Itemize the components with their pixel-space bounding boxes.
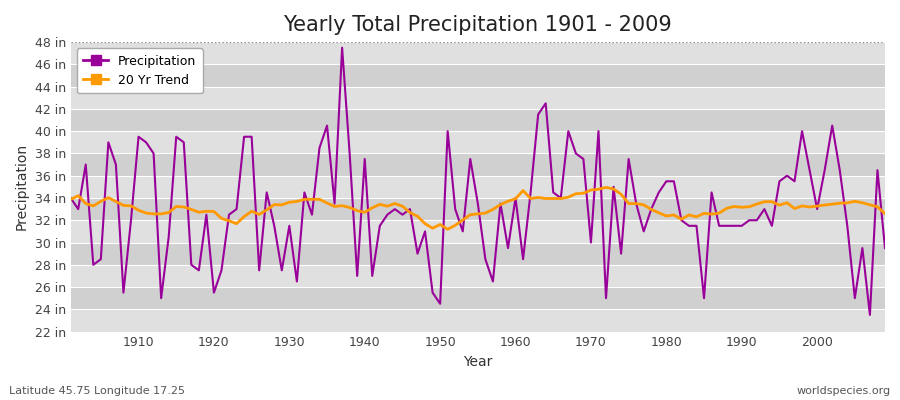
Bar [71, 242, 885, 265]
Bar [71, 64, 885, 87]
Legend: Precipitation, 20 Yr Trend: Precipitation, 20 Yr Trend [76, 48, 202, 93]
Bar [71, 109, 885, 131]
Y-axis label: Precipitation: Precipitation [15, 143, 29, 230]
Bar [71, 309, 885, 332]
Bar [71, 287, 885, 309]
Bar [71, 42, 885, 64]
Bar [71, 154, 885, 176]
Bar [71, 87, 885, 109]
Bar [71, 198, 885, 220]
X-axis label: Year: Year [464, 355, 492, 369]
Text: worldspecies.org: worldspecies.org [796, 386, 891, 396]
Text: Latitude 45.75 Longitude 17.25: Latitude 45.75 Longitude 17.25 [9, 386, 185, 396]
Bar [71, 176, 885, 198]
Bar [71, 131, 885, 154]
Bar [71, 220, 885, 242]
Title: Yearly Total Precipitation 1901 - 2009: Yearly Total Precipitation 1901 - 2009 [284, 15, 672, 35]
Bar [71, 265, 885, 287]
